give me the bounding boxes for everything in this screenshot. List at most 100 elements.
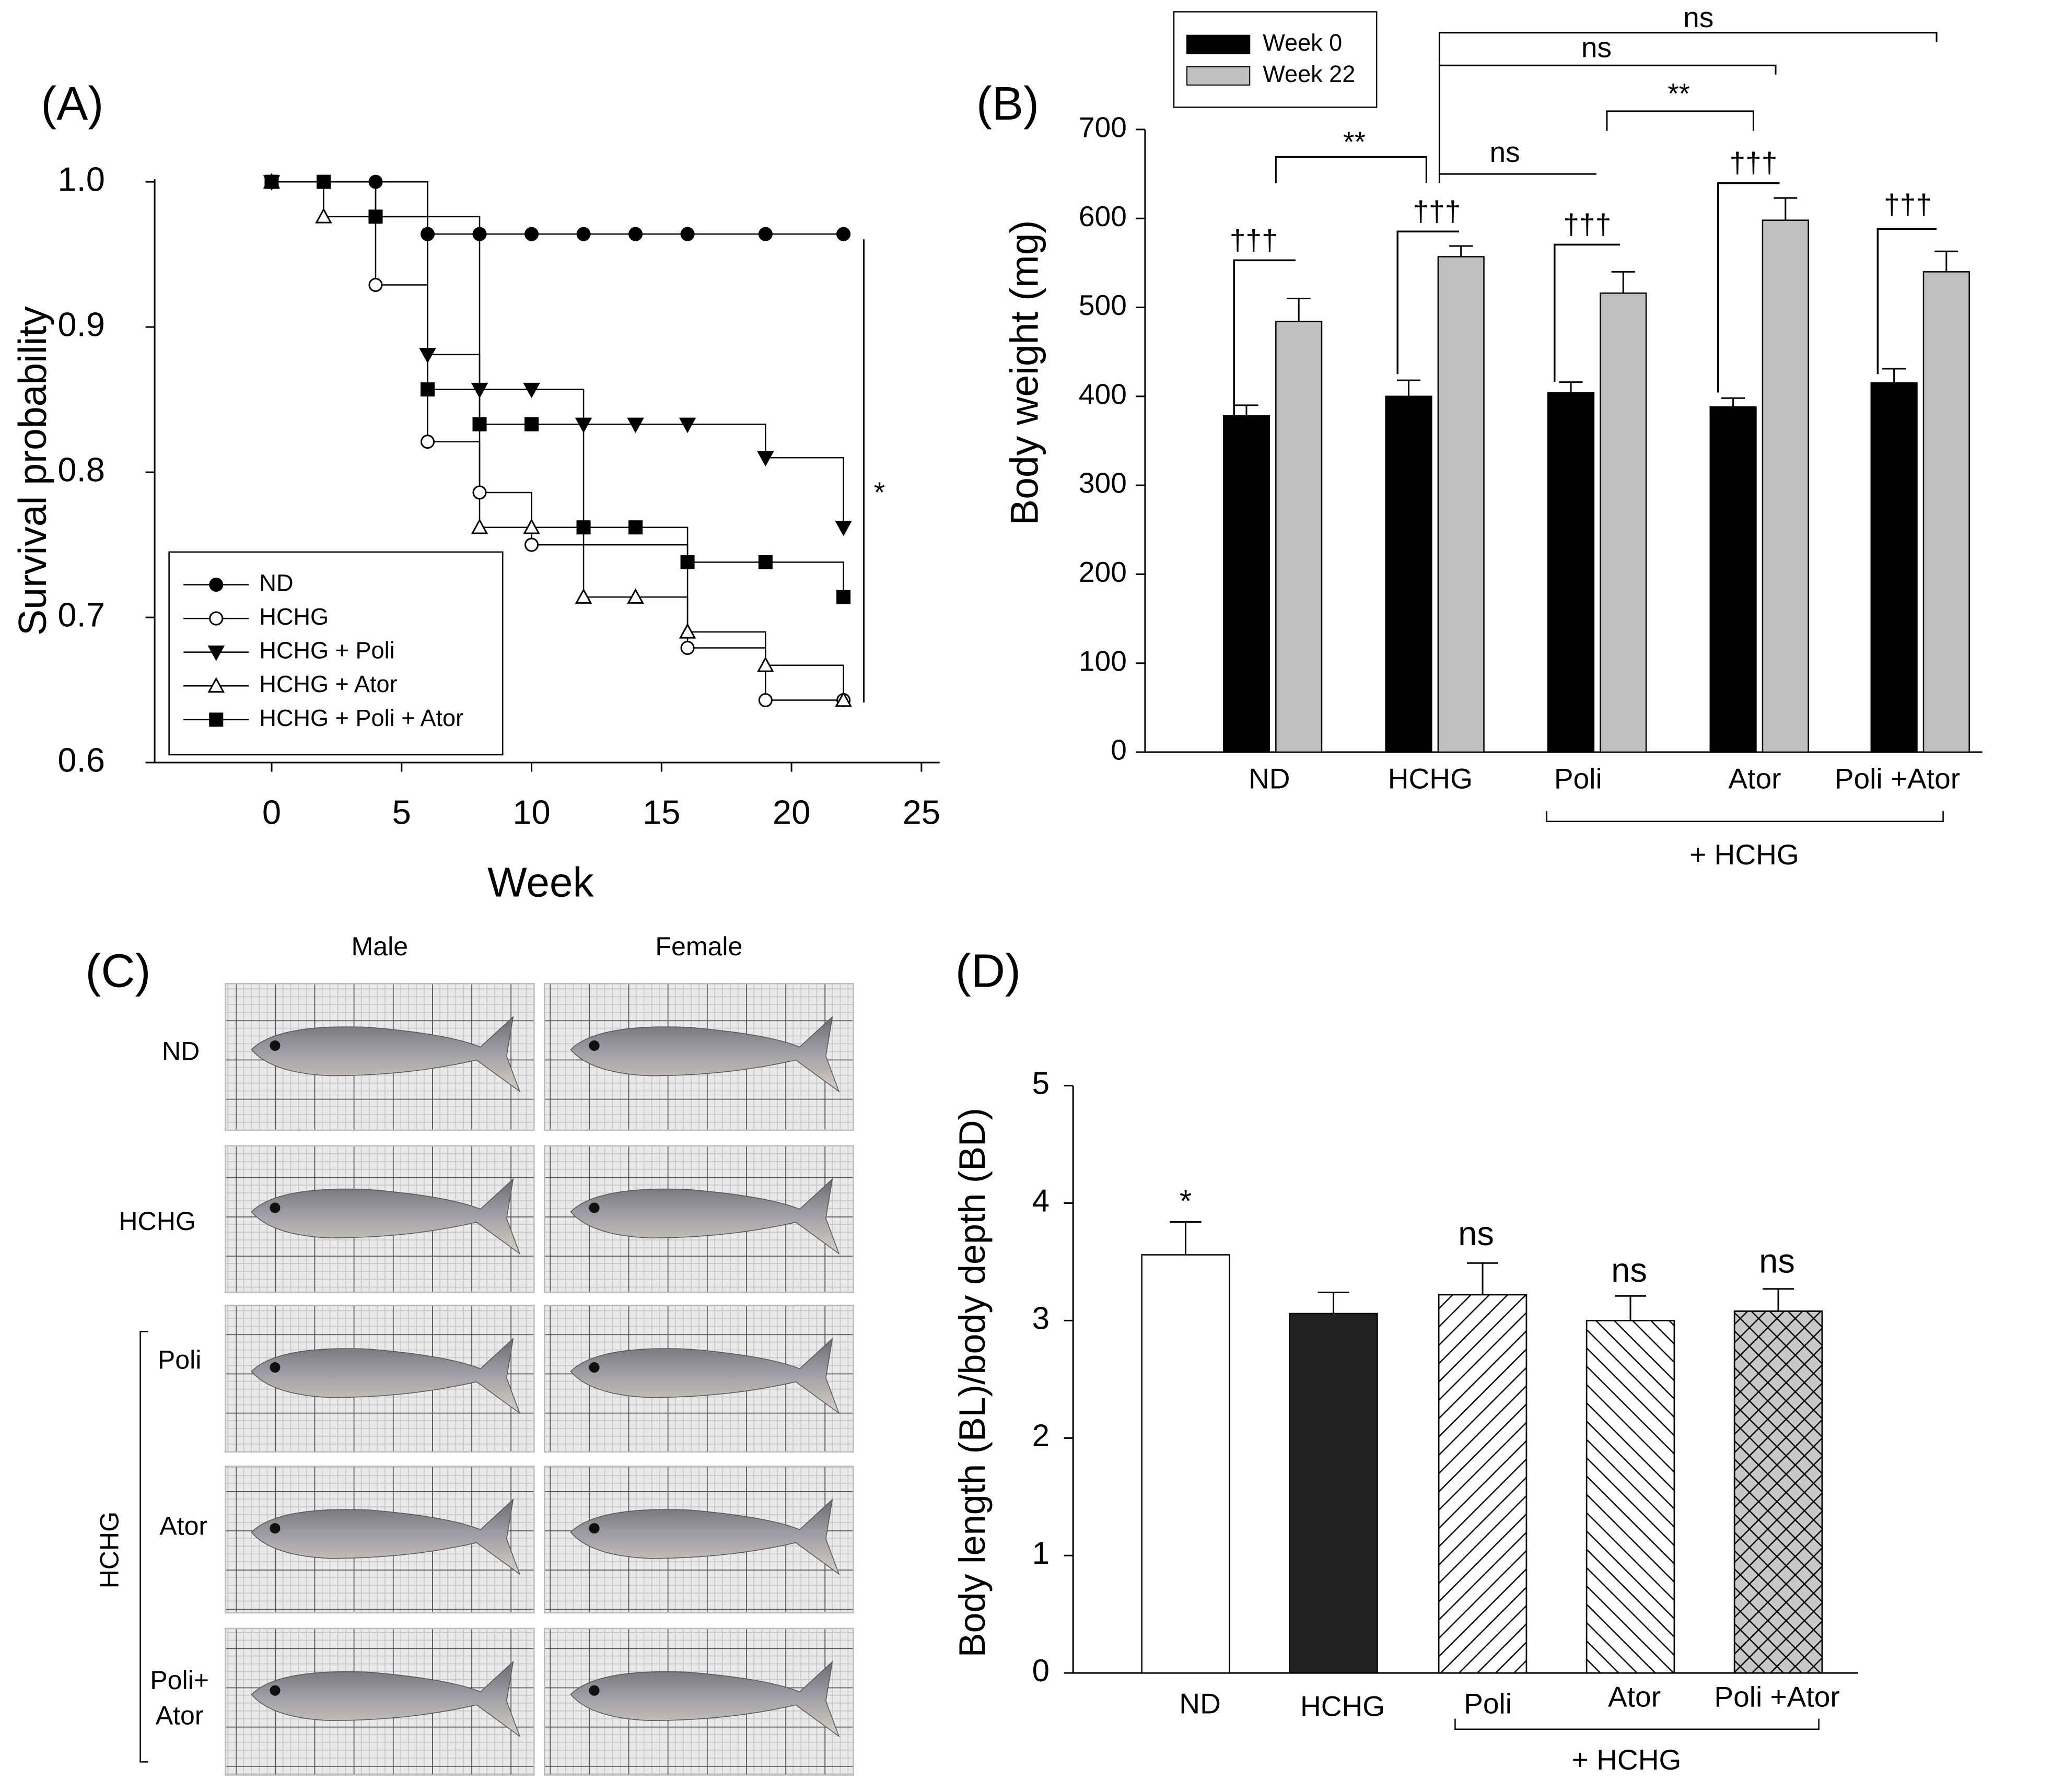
fish-eye bbox=[589, 1523, 600, 1534]
bar bbox=[1275, 321, 1323, 753]
error-bar bbox=[1234, 404, 1258, 416]
error-bar bbox=[1287, 297, 1311, 322]
x-tick-label: Poli bbox=[1464, 1687, 1512, 1719]
data-point bbox=[680, 555, 695, 569]
x-axis-title: Week bbox=[487, 859, 594, 906]
row-label: HCHG bbox=[119, 1207, 195, 1236]
bar bbox=[1709, 406, 1757, 753]
data-point bbox=[680, 640, 695, 655]
legend-marker bbox=[209, 577, 224, 592]
fish bbox=[570, 1498, 840, 1575]
data-point bbox=[575, 417, 592, 434]
y-tick-label: 0.6 bbox=[57, 741, 105, 779]
y-axis-title: Body weight (mg) bbox=[1002, 220, 1046, 525]
y-tick-label: 4 bbox=[1032, 1183, 1050, 1218]
annotation: ††† bbox=[1413, 195, 1461, 227]
y-tick-label: 2 bbox=[1032, 1418, 1050, 1453]
y-axis-title: Body length (BL)/body depth (BD) bbox=[952, 1108, 993, 1657]
x-tick-label: Ator bbox=[1728, 763, 1781, 795]
x-tick-label: HCHG bbox=[1300, 1690, 1385, 1722]
data-point bbox=[472, 227, 487, 241]
bar bbox=[1289, 1313, 1378, 1674]
bar-hatch bbox=[1438, 1294, 1528, 1674]
error-bar bbox=[1882, 368, 1906, 383]
fish-eye bbox=[589, 1685, 600, 1696]
x-tick-label: ND bbox=[1179, 1687, 1221, 1719]
fish-eye bbox=[270, 1685, 281, 1696]
data-point bbox=[368, 209, 383, 224]
bar bbox=[1922, 271, 1970, 753]
y-tick-label: 400 bbox=[1079, 378, 1127, 410]
data-point bbox=[420, 227, 435, 241]
data-point bbox=[758, 555, 773, 569]
bar-hatch bbox=[1585, 1320, 1675, 1674]
column-label: Female bbox=[655, 932, 742, 961]
annotation: ns bbox=[1458, 1214, 1494, 1252]
step-segment bbox=[427, 441, 481, 493]
bar bbox=[1870, 382, 1918, 753]
legend-box bbox=[1173, 11, 1378, 108]
legend-label: ND bbox=[259, 569, 293, 596]
data-point bbox=[628, 227, 643, 241]
y-tick-label: 700 bbox=[1079, 111, 1127, 143]
data-point bbox=[679, 623, 696, 639]
step-segment bbox=[376, 284, 428, 442]
error-bar bbox=[1466, 1262, 1499, 1295]
annotation: ** bbox=[1343, 125, 1366, 158]
fish-eye bbox=[589, 1362, 600, 1373]
data-point bbox=[472, 417, 487, 431]
step-segment bbox=[427, 354, 481, 390]
data-point bbox=[835, 691, 852, 707]
bar bbox=[1547, 392, 1595, 753]
data-point bbox=[368, 277, 383, 292]
comparison-bracket bbox=[1717, 182, 1780, 393]
error-bar bbox=[1449, 245, 1473, 257]
annotation: ns bbox=[1683, 1, 1713, 33]
data-point bbox=[576, 520, 591, 535]
x-tick-label: 10 bbox=[512, 793, 550, 831]
significance-bracket bbox=[1439, 64, 1777, 75]
data-point bbox=[628, 520, 643, 535]
panel-label: (D) bbox=[955, 945, 1021, 998]
fish bbox=[251, 1178, 521, 1255]
fish bbox=[570, 1178, 840, 1255]
legend-swatch bbox=[1186, 66, 1251, 86]
group-label: + HCHG bbox=[1572, 1743, 1682, 1776]
bar bbox=[1762, 219, 1809, 753]
data-point bbox=[523, 382, 540, 399]
y-axis-title: Survival probability bbox=[10, 306, 54, 636]
annotation: ††† bbox=[1884, 188, 1932, 220]
data-point bbox=[575, 588, 592, 604]
error-bar bbox=[1396, 379, 1421, 396]
data-point bbox=[576, 227, 591, 241]
data-point bbox=[627, 588, 644, 604]
data-point bbox=[680, 227, 695, 241]
legend-label: HCHG + Poli + Ator bbox=[259, 705, 463, 731]
bar-hatch bbox=[1733, 1310, 1823, 1674]
data-point bbox=[524, 417, 539, 431]
annotation: ††† bbox=[1729, 146, 1777, 179]
fish-eye bbox=[589, 1202, 600, 1213]
column-label: Male bbox=[352, 932, 409, 961]
fish bbox=[570, 1015, 840, 1093]
legend-marker bbox=[207, 645, 225, 661]
step-segment bbox=[531, 424, 585, 528]
annotation: * bbox=[874, 476, 885, 508]
step-segment bbox=[531, 389, 585, 425]
bar bbox=[1600, 292, 1647, 753]
y-tick-label: 1.0 bbox=[57, 160, 105, 198]
step-segment bbox=[531, 544, 689, 648]
data-point bbox=[835, 520, 852, 536]
step-segment bbox=[687, 647, 766, 700]
x-tick-label: ND bbox=[1249, 763, 1290, 795]
step-segment bbox=[480, 491, 532, 545]
legend-marker bbox=[209, 611, 224, 626]
group-label: + HCHG bbox=[1689, 838, 1799, 871]
legend-label: HCHG + Poli bbox=[259, 637, 394, 664]
step-segment bbox=[765, 457, 844, 528]
bar bbox=[1385, 395, 1432, 753]
row-label: Ator bbox=[159, 1511, 207, 1540]
step-segment bbox=[376, 181, 428, 235]
x-tick-label: Poli +Ator bbox=[1835, 763, 1960, 795]
